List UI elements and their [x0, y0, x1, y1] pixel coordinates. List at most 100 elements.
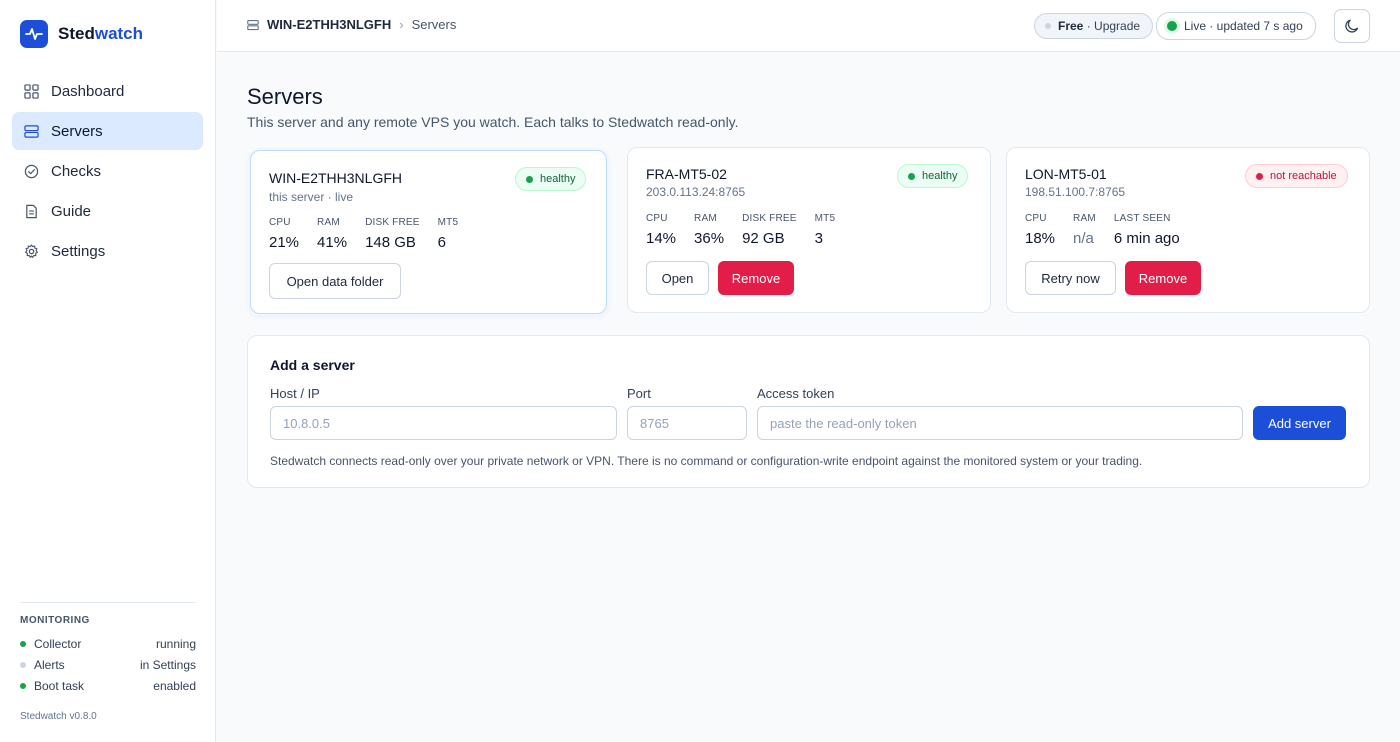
- add-server-title: Add a server: [270, 357, 355, 373]
- brand-name-accent: watch: [94, 24, 144, 43]
- stat-cpu: CPU 21%: [269, 217, 299, 251]
- status-dot: [20, 661, 26, 668]
- stat-ram: RAM 41%: [317, 217, 347, 251]
- monitoring-row-collector: Collector running: [20, 633, 196, 654]
- sidebar-item-label: Servers: [51, 122, 103, 140]
- monitoring-status: in Settings: [139, 657, 196, 672]
- host-input[interactable]: [270, 406, 617, 440]
- monitoring-row-boot-task: Boot task enabled: [20, 675, 196, 696]
- status-badge: healthy: [515, 167, 587, 191]
- stat-value: 92 GB: [742, 230, 785, 247]
- server-meta: 203.0.113.24:8765: [646, 185, 746, 199]
- stat-value: 148 GB: [365, 234, 416, 251]
- stat-last-seen: LAST SEEN 6 min ago: [1114, 213, 1180, 247]
- remove-server-button[interactable]: Remove: [718, 261, 794, 295]
- sidebar-item-label: Checks: [51, 162, 102, 180]
- host-label: Host / IP: [270, 386, 320, 401]
- server-name: LON-MT5-01: [1025, 166, 1107, 182]
- open-server-button[interactable]: Open: [646, 261, 709, 295]
- retry-now-button[interactable]: Retry now: [1025, 261, 1116, 295]
- remove-server-button[interactable]: Remove: [1125, 261, 1201, 295]
- monitoring-title: MONITORING: [20, 615, 90, 626]
- breadcrumb-page: Servers: [411, 17, 457, 32]
- sidebar-item-guide[interactable]: Guide: [12, 192, 203, 230]
- chevron-right-icon: ›: [399, 17, 404, 32]
- check-circle-icon: [24, 164, 39, 178]
- monitoring-status: running: [155, 636, 196, 651]
- status-badge-label: not reachable: [1270, 170, 1337, 182]
- server-card-local: WIN-E2THH3NLGFH this server · live healt…: [250, 150, 607, 314]
- status-badge-label: healthy: [922, 170, 958, 182]
- theme-toggle-button[interactable]: [1334, 9, 1370, 43]
- server-name: WIN-E2THH3NLGFH: [269, 170, 403, 186]
- document-icon: [26, 204, 37, 218]
- server-stats: CPU 18% RAM n/a LAST SEEN 6 min ago: [1025, 213, 1180, 247]
- stat-ram: RAM 36%: [694, 213, 724, 247]
- server-icon: [247, 19, 259, 30]
- stat-disk-free: DISK FREE 148 GB: [365, 217, 420, 251]
- access-token-input[interactable]: [757, 406, 1243, 440]
- stat-label: CPU: [1025, 213, 1047, 224]
- monitoring-status: enabled: [153, 678, 196, 693]
- monitoring-panel: MONITORING Collector running Alerts in S…: [20, 602, 196, 696]
- brand[interactable]: Stedwatch: [20, 20, 143, 48]
- monitoring-row-alerts: Alerts in Settings: [20, 654, 196, 675]
- stat-value: 6: [437, 234, 446, 251]
- live-dot: [1167, 21, 1177, 31]
- sidebar-item-label: Dashboard: [51, 82, 125, 100]
- add-server-panel: Add a server Host / IP Port Access token…: [247, 335, 1370, 488]
- monitoring-name: Boot task: [34, 678, 85, 693]
- stat-label: MT5: [437, 217, 459, 228]
- status-badge: healthy: [897, 164, 969, 188]
- monitoring-name: Alerts: [34, 657, 65, 672]
- status-dot: [20, 682, 26, 689]
- sidebar-item-label: Settings: [51, 242, 106, 260]
- stat-value: 41%: [317, 234, 348, 251]
- sidebar-item-settings[interactable]: Settings: [12, 232, 203, 270]
- add-server-button[interactable]: Add server: [1253, 406, 1346, 440]
- stat-label: RAM: [1073, 213, 1096, 224]
- gear-icon: [25, 243, 38, 258]
- stat-label: CPU: [646, 213, 668, 224]
- server-meta: 198.51.100.7:8765: [1025, 185, 1126, 199]
- port-label: Port: [627, 386, 651, 401]
- server-meta: this server · live: [269, 190, 354, 204]
- brand-name-prefix: Sted: [58, 24, 95, 43]
- sidebar-item-label: Guide: [51, 202, 92, 220]
- sidebar-item-dashboard[interactable]: Dashboard: [12, 72, 203, 110]
- page-title: Servers: [247, 84, 323, 109]
- status-dot: [526, 175, 533, 183]
- stat-mt5: MT5 6: [438, 217, 459, 251]
- add-server-note: Stedwatch connects read-only over your p…: [270, 454, 1143, 468]
- plan-upgrade-pill[interactable]: Free · Upgrade: [1034, 13, 1154, 39]
- topbar: WIN-E2THH3NLGFH › Servers Free · Upgrade…: [217, 0, 1400, 52]
- access-token-label: Access token: [757, 386, 835, 401]
- plan-free: Free: [1058, 19, 1084, 33]
- server-stats: CPU 14% RAM 36% DISK FREE 92 GB MT5 3: [646, 213, 835, 247]
- brand-name: Stedwatch: [58, 24, 143, 44]
- stat-label: LAST SEEN: [1113, 213, 1171, 224]
- status-badge-label: healthy: [540, 173, 576, 185]
- live-status-text: Live · updated 7 s ago: [1184, 19, 1303, 33]
- open-data-folder-button[interactable]: Open data folder: [269, 263, 401, 299]
- server-card-lon: LON-MT5-01 198.51.100.7:8765 not reachab…: [1006, 147, 1370, 313]
- breadcrumb-host[interactable]: WIN-E2THH3NLGFH: [267, 17, 392, 32]
- plan-upgrade: · Upgrade: [1086, 19, 1141, 33]
- sidebar-item-checks[interactable]: Checks: [12, 152, 203, 190]
- stat-label: RAM: [694, 213, 717, 224]
- status-dot: [1256, 172, 1263, 180]
- stat-label: DISK FREE: [365, 217, 420, 228]
- stat-value: 21%: [269, 234, 300, 251]
- stat-value: n/a: [1073, 230, 1094, 247]
- server-icon: [24, 124, 39, 138]
- status-dot: [20, 640, 26, 647]
- stat-label: MT5: [814, 213, 836, 224]
- stat-mt5: MT5 3: [815, 213, 836, 247]
- stat-value: 14%: [646, 230, 677, 247]
- server-card-fra: FRA-MT5-02 203.0.113.24:8765 healthy CPU…: [627, 147, 991, 313]
- sidebar-item-servers[interactable]: Servers: [12, 112, 203, 150]
- breadcrumb: WIN-E2THH3NLGFH › Servers: [247, 17, 456, 32]
- port-input[interactable]: [627, 406, 747, 440]
- server-stats: CPU 21% RAM 41% DISK FREE 148 GB MT5 6: [269, 217, 458, 251]
- stat-value: 18%: [1025, 230, 1056, 247]
